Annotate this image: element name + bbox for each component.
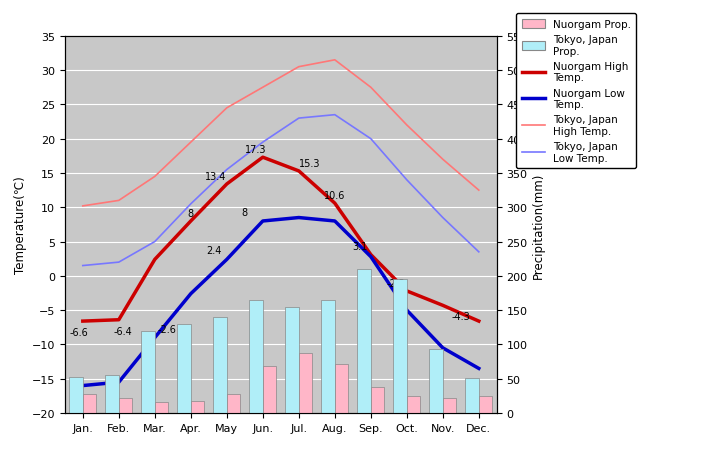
Text: 10.6: 10.6	[324, 190, 346, 201]
Bar	[155, 402, 168, 413]
Text: -4.3: -4.3	[451, 312, 470, 322]
Y-axis label: Temperature(℃): Temperature(℃)	[14, 176, 27, 274]
Bar	[357, 269, 371, 413]
Bar	[393, 280, 407, 413]
Text: 3.1: 3.1	[352, 242, 368, 252]
Bar	[299, 353, 312, 413]
Text: -2.6: -2.6	[158, 324, 177, 334]
Bar	[407, 396, 420, 413]
Text: -6.4: -6.4	[113, 326, 132, 336]
Text: 8: 8	[242, 207, 248, 218]
Bar	[321, 300, 335, 413]
Bar	[69, 377, 83, 413]
Legend: Nuorgam Prop., Tokyo, Japan
Prop., Nuorgam High
Temp., Nuorgam Low
Temp., Tokyo,: Nuorgam Prop., Tokyo, Japan Prop., Nuorg…	[516, 14, 636, 169]
Bar	[263, 367, 276, 413]
Bar	[191, 401, 204, 413]
Bar	[105, 375, 119, 413]
Bar	[177, 324, 191, 413]
Bar	[227, 394, 240, 413]
Text: 17.3: 17.3	[245, 145, 266, 155]
Bar	[429, 349, 443, 413]
Text: 15.3: 15.3	[299, 158, 320, 168]
Bar	[213, 317, 227, 413]
Bar	[285, 307, 299, 413]
Bar	[119, 398, 132, 413]
Text: 13.4: 13.4	[205, 171, 227, 181]
Text: 8: 8	[188, 208, 194, 218]
Text: -2.2: -2.2	[387, 278, 405, 288]
Bar	[141, 331, 155, 413]
Y-axis label: Precipitation(mm): Precipitation(mm)	[532, 172, 545, 278]
Bar	[465, 378, 479, 413]
Text: -6.6: -6.6	[70, 327, 89, 337]
Bar	[335, 364, 348, 413]
Bar	[371, 387, 384, 413]
Bar	[83, 394, 96, 413]
Bar	[249, 300, 263, 413]
Text: 2.4: 2.4	[207, 246, 222, 256]
Bar	[479, 396, 492, 413]
Bar	[443, 398, 456, 413]
